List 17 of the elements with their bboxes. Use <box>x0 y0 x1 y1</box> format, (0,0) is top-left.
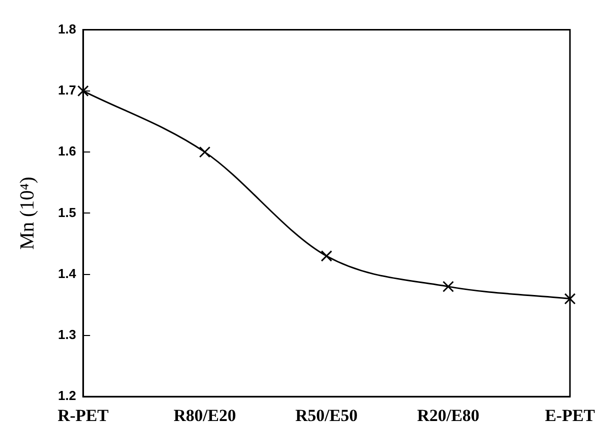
y-tick-label: 1.4 <box>58 266 77 281</box>
y-tick-label: 1.5 <box>58 204 76 220</box>
y-tick-label: 1.6 <box>58 144 76 159</box>
x-tick-label: R50/E50 <box>295 406 358 426</box>
x-tick-label: R-PET <box>58 406 110 426</box>
point <box>442 280 454 292</box>
y-tick-label: 1.2 <box>58 388 76 404</box>
y-tick-label: 1.8 <box>58 21 76 36</box>
y-axis-title: Mn (10⁴) <box>16 176 38 250</box>
x-tick-label: R20/E80 <box>417 406 480 426</box>
x-tick-label: R80/E20 <box>174 406 236 426</box>
point <box>564 293 576 304</box>
x-tick-label: E-PET <box>544 406 596 426</box>
y-tick-label: 1.7 <box>58 82 76 98</box>
point <box>320 250 332 262</box>
point <box>199 146 210 158</box>
y-tick-label: 1.3 <box>58 327 76 342</box>
